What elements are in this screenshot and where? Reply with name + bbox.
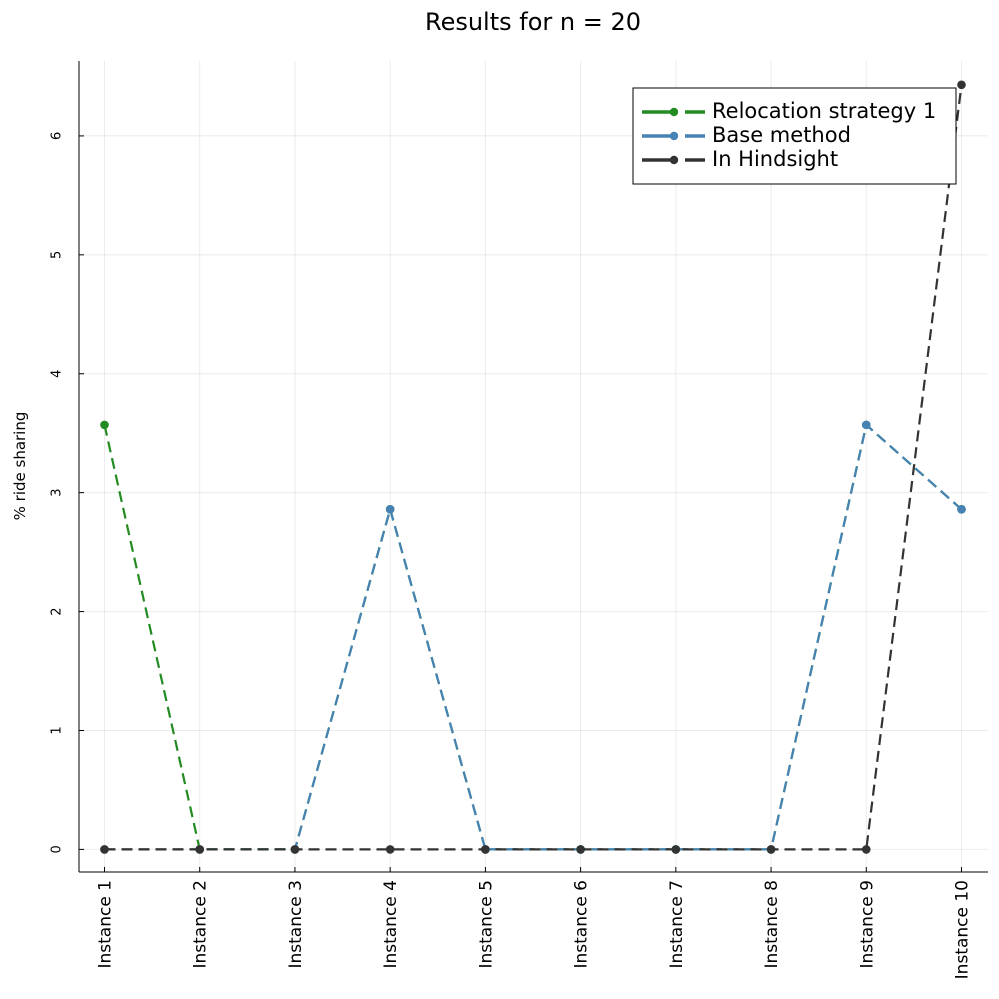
data-point	[957, 80, 966, 90]
y-tick-labels: 0 1 2 3 4 5 6	[50, 132, 65, 854]
x-tick-label: Instance 3	[286, 880, 306, 969]
legend-label: In Hindsight	[712, 147, 838, 171]
series-line-relocation-strategy-1	[103, 423, 963, 851]
x-tick-label: Instance 4	[381, 880, 401, 969]
data-point	[385, 505, 395, 514]
legend-marker	[669, 131, 679, 141]
y-tick-label: 1	[50, 726, 65, 734]
legend-label: Relocation strategy 1	[712, 99, 936, 123]
data-point	[385, 845, 395, 854]
legend-marker	[669, 155, 679, 165]
x-tick-labels: Instance 1 Instance 2 Instance 3 Instance 4…	[96, 880, 973, 979]
y-tick-label: 6	[50, 132, 65, 140]
x-tick-label: Instance 6	[572, 880, 592, 969]
y-tick-label: 3	[50, 489, 65, 497]
data-point	[576, 845, 585, 854]
data-point	[100, 420, 109, 430]
x-tick-label: Instance 8	[762, 880, 782, 969]
series-lines	[100, 80, 966, 854]
chart-title: Results for n = 20	[425, 8, 641, 36]
legend-marker	[669, 107, 679, 117]
data-point	[100, 845, 109, 854]
y-axis-label: % ride sharing	[11, 412, 29, 521]
x-tick-label: Instance 10	[953, 880, 973, 979]
y-tick-label: 2	[50, 607, 65, 615]
x-tick-label: Instance 1	[96, 880, 116, 969]
data-point	[671, 845, 681, 854]
x-tick-label: Instance 7	[667, 880, 687, 969]
y-tick-label: 5	[50, 251, 65, 259]
data-point	[766, 845, 776, 854]
axes	[78, 61, 988, 873]
data-point	[481, 845, 490, 854]
series-relocation-strategy-1	[100, 420, 966, 854]
x-tick-label: Instance 5	[476, 880, 496, 969]
data-point	[957, 505, 966, 514]
data-point	[861, 420, 871, 430]
data-point	[195, 845, 205, 854]
y-tick-label: 0	[50, 845, 65, 853]
legend-label: Base method	[712, 123, 851, 147]
x-tick-label: Instance 9	[857, 880, 877, 969]
y-tick-label: 4	[50, 370, 65, 378]
series-line-in-hindsight	[104, 84, 963, 851]
data-point	[290, 845, 300, 854]
series-in-hindsight	[100, 80, 966, 854]
data-point	[861, 845, 871, 854]
x-tick-label: Instance 2	[191, 880, 211, 969]
series-base-method	[100, 420, 966, 854]
series-line-base-method	[104, 423, 963, 851]
